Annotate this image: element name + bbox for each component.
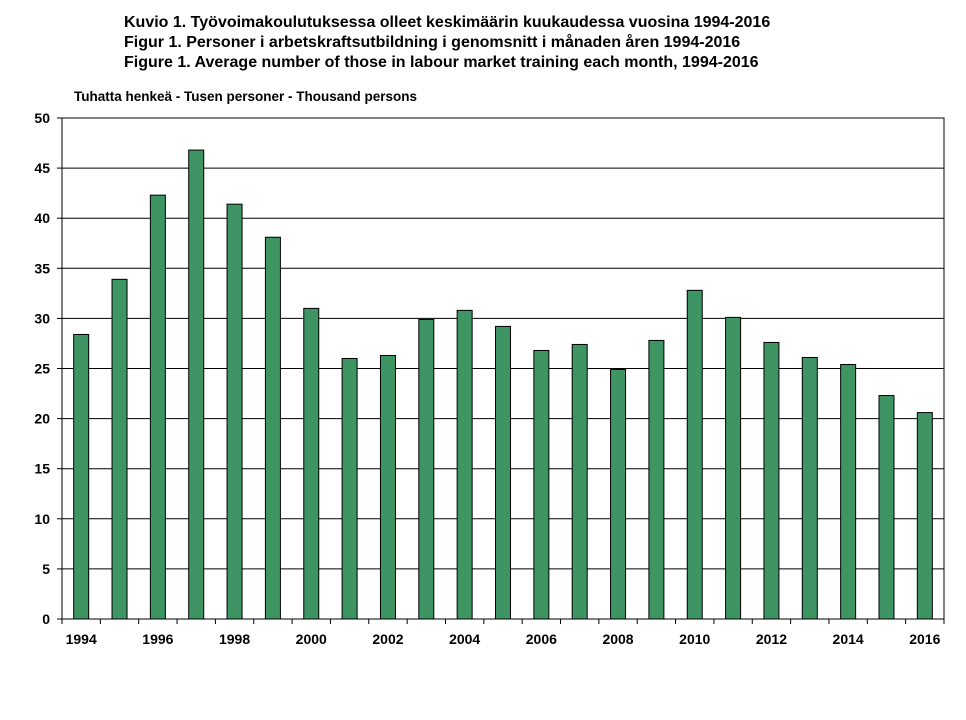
y-tick-label: 5	[42, 561, 50, 577]
bar-2014	[840, 363, 857, 620]
y-tick-label: 40	[34, 210, 50, 226]
x-tick-label: 2004	[449, 631, 480, 647]
chart-title-line: Figure 1. Average number of those in lab…	[124, 54, 759, 71]
y-tick-label: 35	[34, 260, 50, 276]
bar-1996	[149, 194, 166, 620]
chart-title-line: Figur 1. Personer i arbetskraftsutbildni…	[124, 34, 741, 51]
bar-2012	[763, 341, 780, 620]
bar-2006	[533, 349, 550, 620]
x-axis-ticks: 1994 1996 1998 2000 2002 2004 2006 2008 2010 2012…	[61, 619, 945, 647]
bar-1997	[188, 149, 205, 620]
x-tick-label: 2000	[296, 631, 327, 647]
bar-2000	[303, 307, 320, 620]
y-tick-label: 15	[34, 461, 50, 477]
y-axis-ticks: 0 5 10 15 20 25 30 35 40 45 50	[34, 110, 62, 627]
bar-2003	[418, 318, 435, 620]
bar-2013	[801, 356, 818, 620]
y-tick-label: 30	[34, 310, 50, 326]
y-tick-label: 45	[34, 160, 50, 176]
y-tick-label: 20	[34, 411, 50, 427]
y-tick-label: 50	[34, 110, 50, 126]
x-tick-label: 2016	[909, 631, 940, 647]
y-tick-label: 10	[34, 511, 50, 527]
chart-title: Kuvio 1. Työvoimakoulutuksessa olleet ke…	[124, 13, 770, 73]
bar-2004	[456, 309, 473, 620]
x-tick-label: 2006	[526, 631, 557, 647]
bar-2015	[878, 395, 895, 620]
x-tick-label: 1996	[142, 631, 173, 647]
y-tick-label: 25	[34, 361, 50, 377]
x-tick-label: 2014	[833, 631, 864, 647]
bar-2008	[610, 369, 627, 620]
bar-2009	[648, 339, 665, 620]
bars	[73, 149, 933, 620]
bar-2016	[916, 412, 933, 620]
bar-2002	[379, 354, 396, 620]
x-tick-label: 1998	[219, 631, 250, 647]
bar-2010	[686, 289, 703, 620]
bar-2011	[725, 316, 742, 620]
x-tick-label: 2012	[756, 631, 787, 647]
bar-2007	[571, 343, 588, 620]
x-tick-label: 2008	[602, 631, 633, 647]
bar-1998	[226, 203, 243, 620]
y-axis-unit-label: Tuhatta henkeä - Tusen personer - Thousa…	[74, 89, 418, 104]
x-tick-label: 2010	[679, 631, 710, 647]
x-tick-label: 2002	[372, 631, 403, 647]
chart-title-line: Kuvio 1. Työvoimakoulutuksessa olleet ke…	[124, 14, 771, 31]
x-tick-label: 1994	[66, 631, 97, 647]
bar-1994	[73, 333, 90, 620]
bar-2005	[495, 325, 511, 620]
bar-1999	[264, 236, 281, 620]
bar-1995	[111, 278, 128, 620]
bar-2001	[341, 357, 358, 620]
y-tick-label: 0	[42, 611, 50, 627]
